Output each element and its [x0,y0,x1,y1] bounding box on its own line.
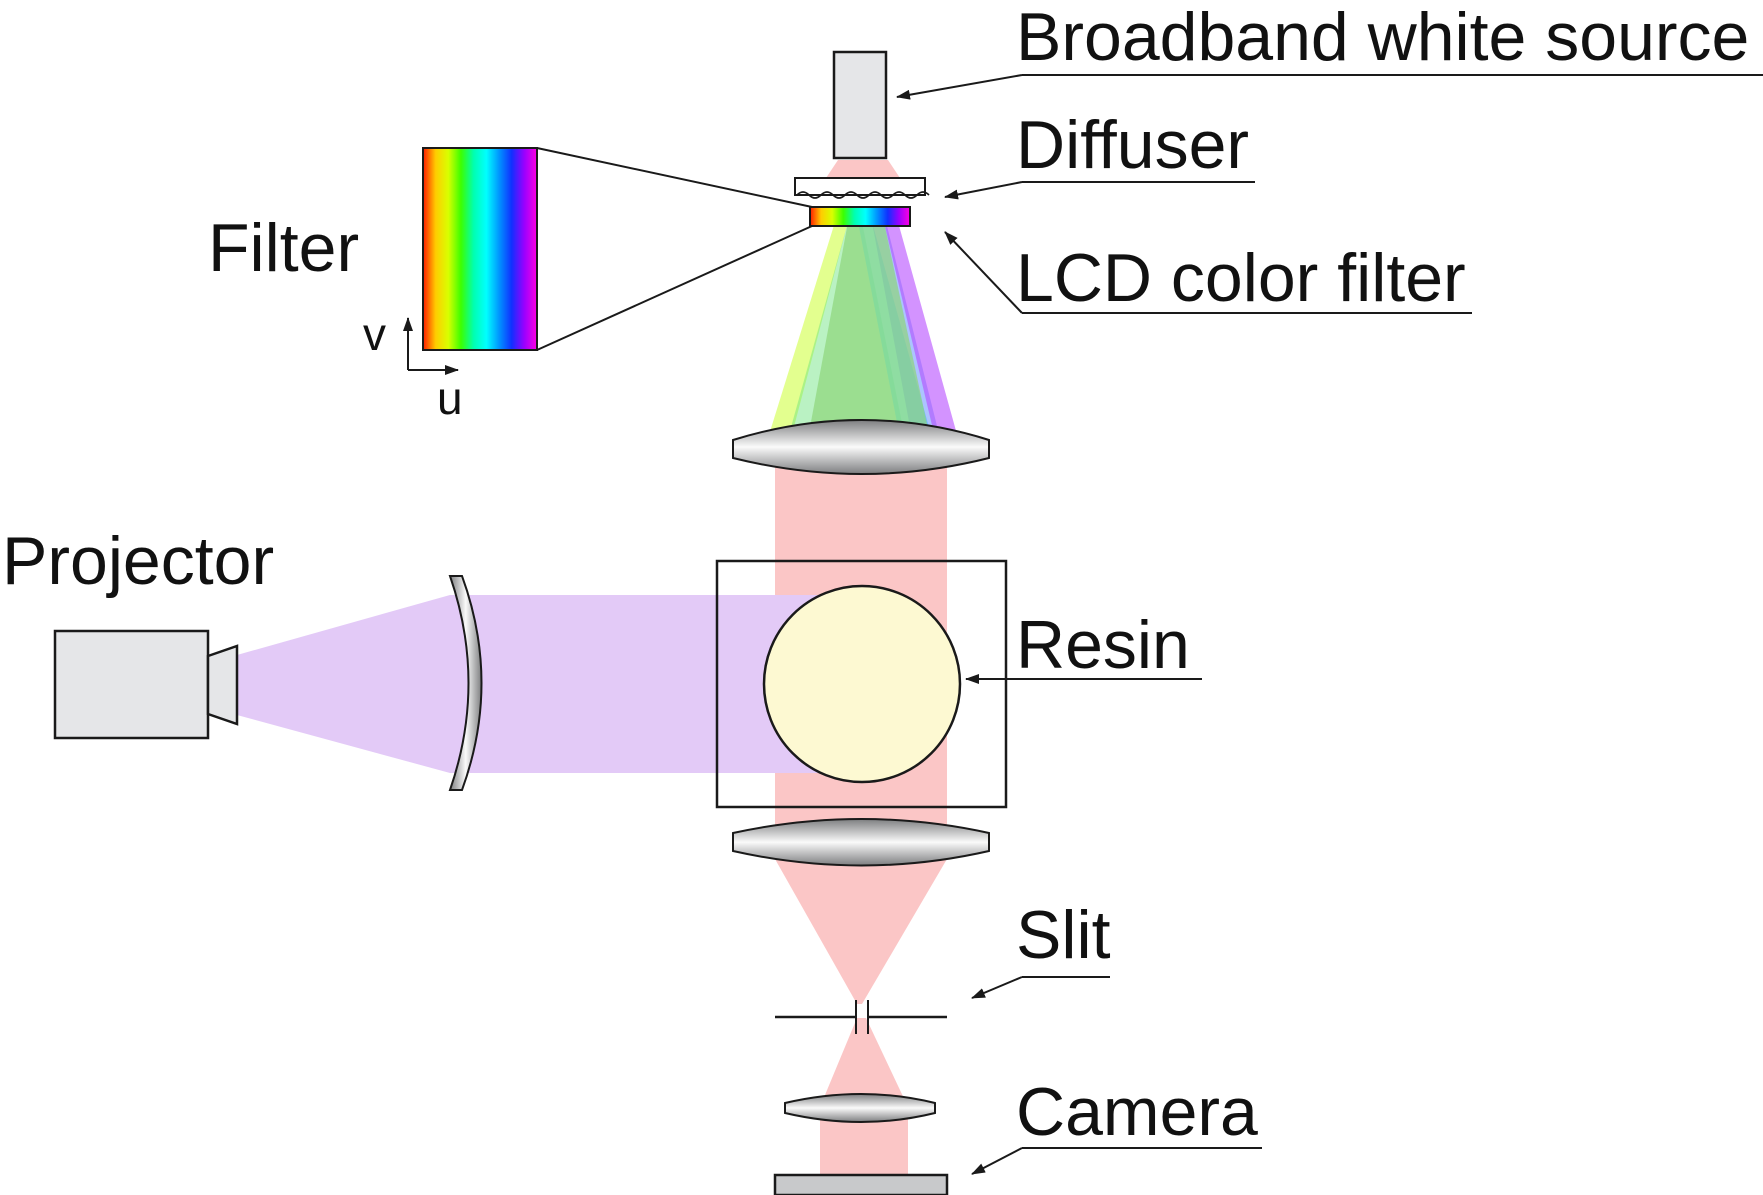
converging-red-beam [775,859,947,1004]
label-source-leader [896,74,1023,100]
light-source-block [832,50,888,160]
label-slit-text: Slit [1016,897,1111,973]
label-projector: Projector [2,523,274,599]
label-slit-leader [971,976,1023,999]
imaging-lens [732,818,990,867]
axis-u-label: u [437,372,463,424]
label-slit: Slit [971,897,1111,999]
label-source-text: Broadband white source [1016,0,1749,75]
zoom-line-bottom [536,225,813,351]
collimating-lens [732,419,990,475]
source-glow [826,160,900,178]
label-camera-leader [971,1147,1023,1175]
projector-nozzle [206,644,239,726]
label-diffuser: Diffuser [944,107,1255,200]
label-diffuser-text: Diffuser [1016,107,1249,183]
label-diffuser-leader [944,181,1023,200]
projector [53,629,239,740]
lcd-filter-strip [809,206,911,227]
zoom-line-top [536,147,813,208]
label-resin-text: Resin [1016,607,1190,683]
label-resin: Resin [965,607,1202,684]
beam-violet-mid [808,222,930,438]
filter-spectrum-swatch [422,147,538,351]
beam-yellow-green [768,222,848,438]
projector-body [53,629,210,740]
diffuser-plate [794,177,930,199]
label-camera: Camera [971,1074,1262,1175]
resin-sample [762,584,962,784]
label-lcd: LCD color filter [944,231,1472,316]
label-source: Broadband white source [896,0,1763,100]
label-camera-text: Camera [1016,1074,1258,1150]
beam-violet-top [884,222,958,438]
camera-lens [784,1093,936,1123]
camera-sensor [773,1173,949,1195]
projector-lens [448,575,483,791]
filter-inset: v u [363,147,813,424]
projector-beam [237,595,832,773]
slit [775,1000,947,1034]
label-lcd-text: LCD color filter [1016,240,1466,316]
resin-vat-frame [715,559,1008,809]
label-lcd-leader [944,231,1023,314]
axis-v-label: v [363,308,386,360]
label-filter: Filter [208,210,359,286]
